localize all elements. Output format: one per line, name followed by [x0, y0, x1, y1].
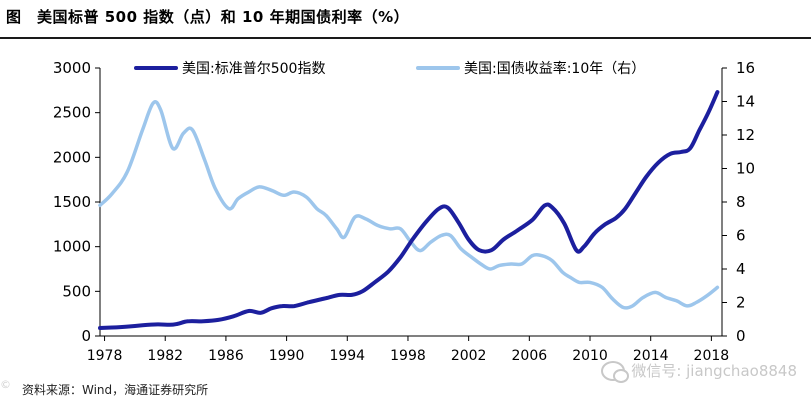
- y-right-tick-label: 6: [736, 227, 746, 245]
- y-right-tick-label: 4: [736, 260, 746, 278]
- watermark-text: 微信号: jiangchao8848: [631, 362, 797, 380]
- x-tick-label: 2002: [451, 348, 487, 364]
- y-left-tick-label: 2500: [53, 104, 91, 122]
- watermark-left: ©: [0, 378, 11, 391]
- y-left-tick-label: 500: [62, 282, 91, 300]
- x-tick-label: 2014: [633, 348, 669, 364]
- x-tick-label: 1982: [147, 348, 183, 364]
- legend: 美国:标准普尔500指数 美国:国债收益率:10年（右）: [134, 60, 645, 77]
- y-right-tick-label: 14: [736, 93, 755, 111]
- y-left-tick-label: 0: [81, 327, 91, 345]
- x-tick-label: 1990: [269, 348, 305, 364]
- x-tick-label: 1978: [87, 348, 123, 364]
- x-tick-label: 1986: [208, 348, 244, 364]
- chart-title: 图 美国标普 500 指数（点）和 10 年期国债利率（%）: [6, 8, 410, 26]
- wechat-icon: [601, 360, 630, 383]
- x-tick-label: 1994: [329, 348, 365, 364]
- y-right-tick-label: 0: [736, 327, 746, 345]
- y-right-tick-label: 2: [736, 294, 746, 312]
- y-left-tick-label: 2000: [53, 148, 91, 166]
- source-note: 资料来源：Wind，海通证券研究所: [22, 383, 209, 397]
- x-tick-label: 2010: [572, 348, 608, 364]
- y-right-tick-label: 10: [736, 160, 755, 178]
- x-tick-label: 2018: [694, 348, 730, 364]
- title-divider: [0, 37, 811, 39]
- watermark: 微信号: jiangchao8848: [601, 360, 797, 383]
- legend-label-1: 美国:标准普尔500指数: [182, 61, 325, 77]
- y-left-tick-label: 1500: [53, 193, 91, 211]
- sp500-line: [98, 90, 720, 330]
- y-left-tick-label: 1000: [53, 238, 91, 256]
- series-group: [98, 90, 720, 330]
- y-left-tick-label: 3000: [53, 59, 91, 77]
- legend-label-2: 美国:国债收益率:10年（右）: [464, 60, 645, 77]
- x-tick-label: 2006: [512, 348, 548, 364]
- y-right-tick-label: 12: [736, 126, 755, 144]
- y-right-tick-label: 16: [736, 59, 755, 77]
- treasury-yield-line: [98, 100, 720, 310]
- x-tick-label: 1998: [390, 348, 426, 364]
- y-right-tick-label: 8: [736, 193, 746, 211]
- axes-group: 3000 2500 2000 1500 1000 500 0 16 14 12 10 8 6 4 2 0 197…: [53, 59, 755, 364]
